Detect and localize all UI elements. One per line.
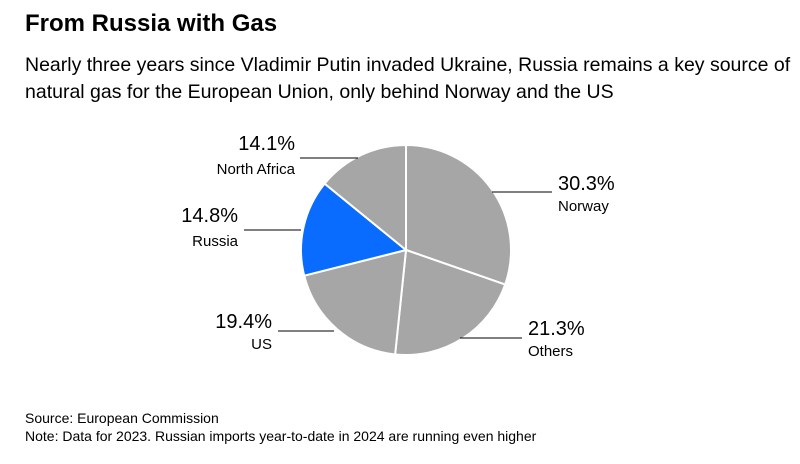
- pie-slice-norway: [405, 143, 512, 286]
- category-label-us: US: [251, 336, 272, 353]
- value-label-others: 21.3%: [528, 318, 585, 340]
- value-label-norway: 30.3%: [558, 173, 615, 195]
- category-label-russia: Russia: [192, 233, 239, 250]
- pie-slice-us: [302, 248, 408, 356]
- category-label-others: Others: [528, 343, 573, 360]
- source-note: Source: European Commission: [25, 410, 219, 426]
- pie-slice-others: [394, 248, 507, 356]
- pie-slice-north-africa: [323, 143, 407, 253]
- pie-slices: [300, 143, 512, 356]
- value-label-russia: 14.8%: [181, 205, 238, 227]
- category-label-norway: Norway: [558, 198, 609, 215]
- chart-title: From Russia with Gas: [25, 10, 278, 37]
- category-label-north-africa: North Africa: [217, 161, 296, 178]
- chart-subtitle: Nearly three years since Vladimir Putin …: [25, 54, 791, 103]
- value-label-us: 19.4%: [215, 311, 272, 333]
- data-note: Note: Data for 2023. Russian imports yea…: [25, 428, 537, 444]
- value-label-north-africa: 14.1%: [238, 133, 295, 155]
- pie-slice-russia: [300, 182, 409, 277]
